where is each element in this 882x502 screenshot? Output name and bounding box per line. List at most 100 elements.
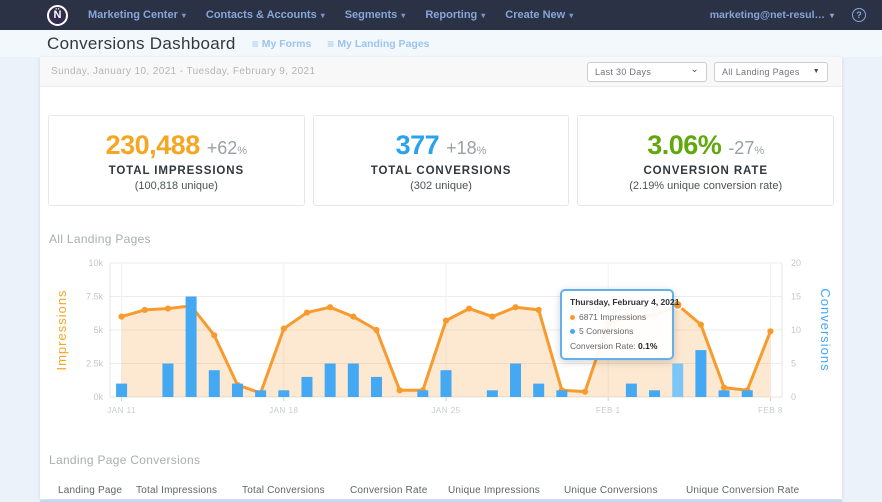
my-forms-link[interactable]: ≡ My Forms <box>252 37 312 51</box>
conversions-bar <box>324 363 336 397</box>
nav-item-reporting[interactable]: Reporting ▾ <box>425 9 486 21</box>
impressions-point <box>350 313 357 320</box>
kpi-conversion-rate: 3.06% -27% CONVERSION RATE (2.19% unique… <box>577 115 835 206</box>
kpi-label: TOTAL IMPRESSIONS <box>108 165 245 177</box>
top-nav: N̈ Marketing Center ▾ Contacts & Accounts ▾… <box>0 0 882 30</box>
filter-bar: Sunday, January 10, 2021 - Tuesday, Febr… <box>40 57 842 87</box>
column-header-landing-page[interactable]: Landing Page <box>58 484 123 496</box>
dashboard-card: Sunday, January 10, 2021 - Tuesday, Febr… <box>40 57 842 502</box>
kpi-row: 230,488 +62% TOTAL IMPRESSIONS (100,818 … <box>40 87 842 206</box>
kpi-total-impressions: 230,488 +62% TOTAL IMPRESSIONS (100,818 … <box>48 115 305 206</box>
impressions-point <box>303 309 311 316</box>
table-header-row: Landing Page Total Impressions Total Conve… <box>40 480 842 502</box>
impressions-point <box>535 306 542 313</box>
conversions-bar <box>255 390 267 397</box>
impressions-point <box>512 304 519 311</box>
impressions-point <box>327 304 334 311</box>
period-select-value: Last 30 Days <box>595 66 652 77</box>
nav-item-segments[interactable]: Segments ▾ <box>344 9 406 21</box>
conversions-bar <box>208 370 220 397</box>
kpi-delta: +62% <box>206 138 248 158</box>
kpi-total-conversions: 377 +18% TOTAL CONVERSIONS (302 unique) <box>312 115 570 206</box>
kpi-sublabel: (100,818 unique) <box>134 180 218 192</box>
page-title: Conversions Dashboard <box>47 33 236 53</box>
landing-pages-select[interactable]: All Landing Pages ▼ <box>714 61 828 82</box>
chevron-down-icon: ▾ <box>481 10 486 20</box>
svg-text:0k: 0k <box>93 392 103 402</box>
tooltip-row: 5 Conversions <box>570 326 664 336</box>
kpi-sublabel: (302 unique) <box>410 180 472 192</box>
nav-item-create-new[interactable]: Create New ▾ <box>505 9 574 21</box>
column-header-total-impressions[interactable]: Total Impressions <box>136 484 218 496</box>
my-landing-pages-label: My Landing Pages <box>337 37 430 50</box>
svg-text:FEB 1: FEB 1 <box>596 406 621 415</box>
chevron-down-icon: ▾ <box>320 10 325 20</box>
svg-text:Impressions: Impressions <box>54 289 69 370</box>
conversions-bar <box>370 376 382 397</box>
hamburger-icon: ≡ <box>251 36 259 51</box>
conversions-bar <box>672 363 684 397</box>
svg-text:10k: 10k <box>88 258 103 268</box>
conversions-bar <box>116 383 128 397</box>
column-header-unique-conversions[interactable]: Unique Conversions <box>564 484 658 496</box>
conversions-bar <box>347 363 359 397</box>
period-select[interactable]: Last 30 Days ⌄ <box>587 61 707 82</box>
impressions-point <box>697 321 704 328</box>
column-header-total-conversions[interactable]: Total Conversions <box>242 484 325 496</box>
account-menu[interactable]: marketing@net-resul… ▾ <box>710 9 834 21</box>
page-header: Conversions Dashboard ≡ My Forms ≡ My La… <box>0 30 882 57</box>
impressions-point <box>581 388 589 395</box>
svg-text:5: 5 <box>791 359 796 369</box>
conversions-bar <box>625 383 637 397</box>
kpi-value: 377 <box>395 130 440 160</box>
impressions-point <box>720 384 728 391</box>
svg-text:2.5k: 2.5k <box>86 359 104 369</box>
conversions-bar <box>301 376 313 397</box>
conversions-bar <box>417 390 429 397</box>
chevron-down-icon: ▾ <box>401 10 406 20</box>
conversions-bar <box>556 390 568 397</box>
impressions-point <box>466 305 473 312</box>
bullet-icon <box>570 328 575 334</box>
chevron-down-icon: ⌄ <box>690 63 699 75</box>
conversions-bar <box>741 390 753 397</box>
kpi-label: TOTAL CONVERSIONS <box>370 165 512 177</box>
svg-text:20: 20 <box>791 258 801 268</box>
svg-text:FEB 8: FEB 8 <box>758 406 783 415</box>
svg-text:0: 0 <box>791 392 796 402</box>
svg-text:Conversions: Conversions <box>818 288 833 371</box>
conversions-combo-chart[interactable]: 10k 7.5k 5k 2.5k 0k 20 15 10 5 0 JAN 11 JAN 18 JAN 2… <box>40 255 842 425</box>
kpi-delta: -27% <box>728 138 765 158</box>
conversions-bar <box>695 350 707 397</box>
conversions-bar <box>278 390 290 397</box>
conversions-bar <box>440 370 452 397</box>
kpi-sublabel: (2.19% unique conversion rate) <box>629 180 783 192</box>
impressions-point <box>211 332 218 339</box>
net-results-logo[interactable]: N̈ <box>47 4 68 26</box>
impressions-point <box>396 387 403 394</box>
conversions-bar <box>162 363 174 397</box>
impressions-point <box>164 305 172 312</box>
chart-tooltip: Thursday, February 4, 2021 6871 Impressi… <box>560 289 680 360</box>
account-label: marketing@net-resul… <box>709 9 825 21</box>
my-forms-label: My Forms <box>261 37 312 50</box>
svg-text:JAN 25: JAN 25 <box>431 406 460 415</box>
conversions-bar <box>510 363 522 397</box>
my-landing-pages-link[interactable]: ≡ My Landing Pages <box>327 37 429 51</box>
svg-text:5k: 5k <box>93 325 103 335</box>
help-icon[interactable]: ? <box>852 8 866 22</box>
tooltip-date: Thursday, February 4, 2021 <box>570 297 680 307</box>
kpi-value: 230,488 <box>105 130 201 160</box>
column-header-conversion-rate[interactable]: Conversion Rate <box>350 484 428 496</box>
conversions-bar <box>649 390 661 397</box>
conversions-bar <box>486 390 498 397</box>
tooltip-conversion-rate: Conversion Rate: 0.1% <box>570 341 658 351</box>
svg-text:JAN 18: JAN 18 <box>269 406 298 415</box>
column-header-unique-impressions[interactable]: Unique Impressions <box>448 484 540 496</box>
kpi-label: CONVERSION RATE <box>643 165 768 177</box>
svg-text:JAN 11: JAN 11 <box>107 406 136 415</box>
nav-item-marketing-center[interactable]: Marketing Center ▾ <box>88 9 186 21</box>
nav-item-contacts-accounts[interactable]: Contacts & Accounts ▾ <box>205 9 325 21</box>
impressions-point <box>489 313 496 320</box>
column-header-unique-conversion-rate[interactable]: Unique Conversion Rate <box>686 484 800 496</box>
